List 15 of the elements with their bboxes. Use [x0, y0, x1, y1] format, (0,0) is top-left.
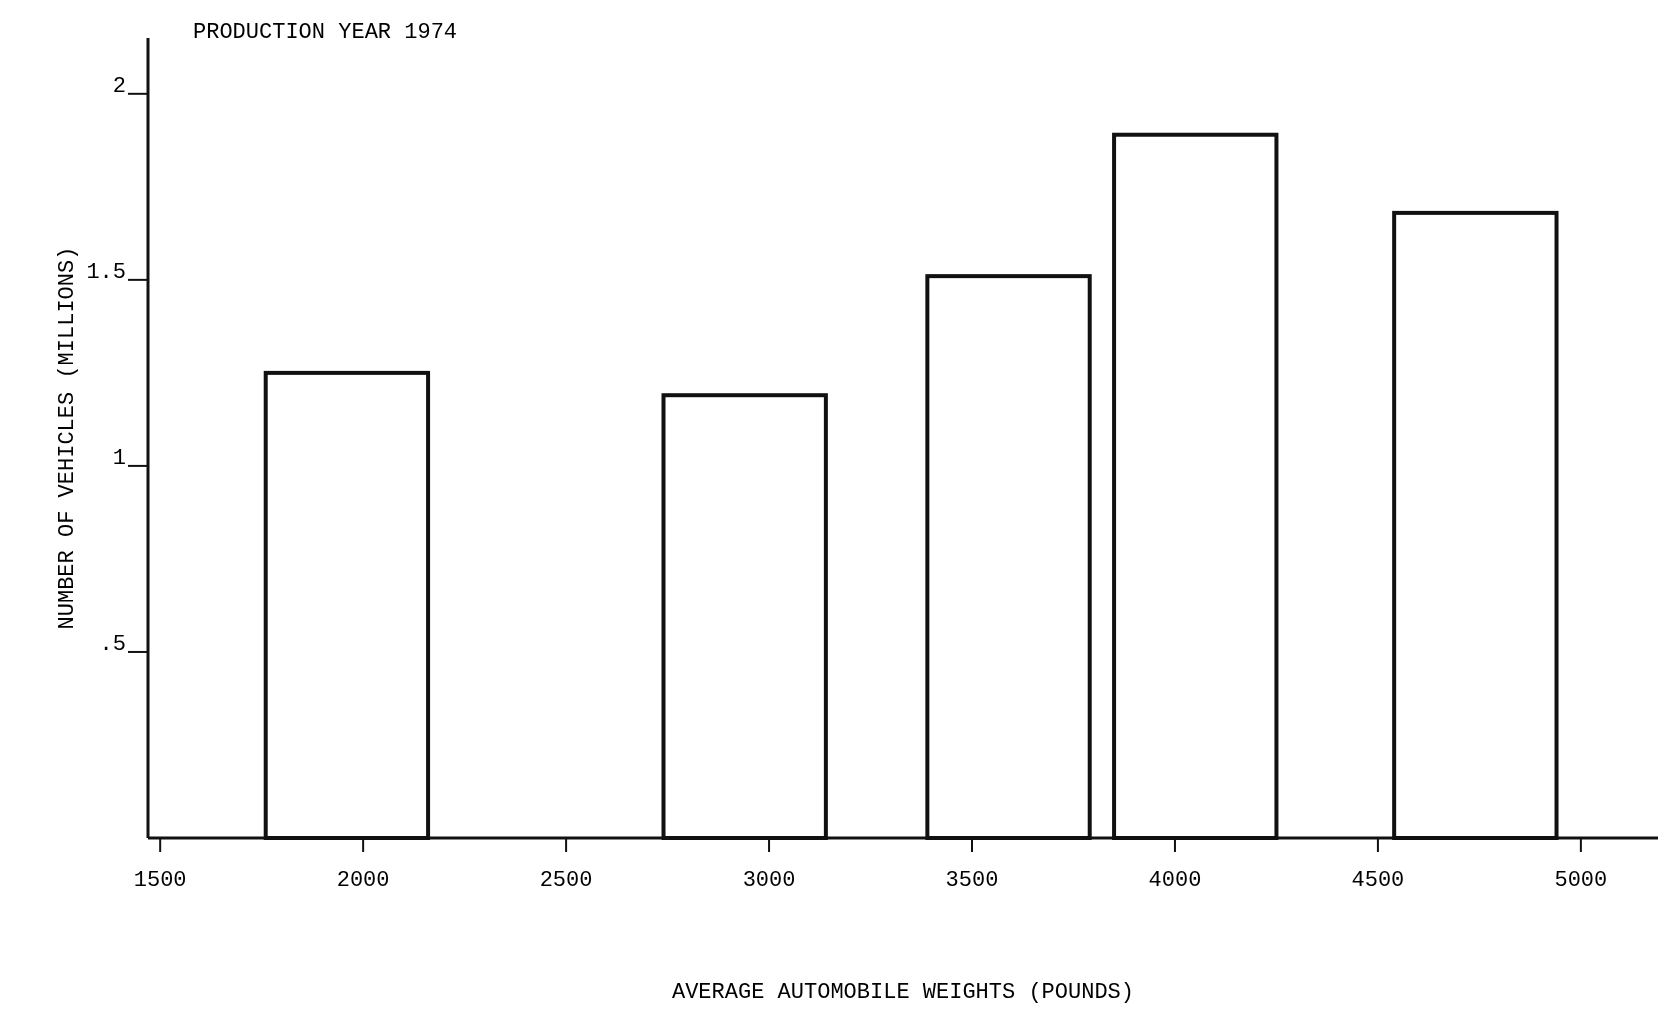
x-tick-label: 5000 [1554, 868, 1608, 893]
x-tick-label: 3000 [742, 868, 796, 893]
y-tick-label: 2 [112, 73, 126, 99]
x-tick-label: 4000 [1148, 868, 1202, 893]
x-tick-label: 1500 [133, 868, 187, 893]
x-tick-label: 3500 [945, 868, 999, 893]
chart-title: PRODUCTION YEAR 1974 [193, 20, 458, 45]
y-tick-label: 1.5 [86, 259, 126, 285]
x-tick-label: 2500 [539, 868, 593, 893]
x-tick-label: 2000 [336, 868, 390, 893]
x-axis-title: AVERAGE AUTOMOBILE WEIGHTS (POUNDS) [671, 980, 1135, 1005]
x-tick-label: 4500 [1351, 868, 1405, 893]
y-tick-label: 1 [112, 445, 126, 471]
y-axis-title: NUMBER OF VEHICLES (MILLIONS) [55, 246, 80, 630]
y-tick-label: .5 [99, 631, 126, 657]
